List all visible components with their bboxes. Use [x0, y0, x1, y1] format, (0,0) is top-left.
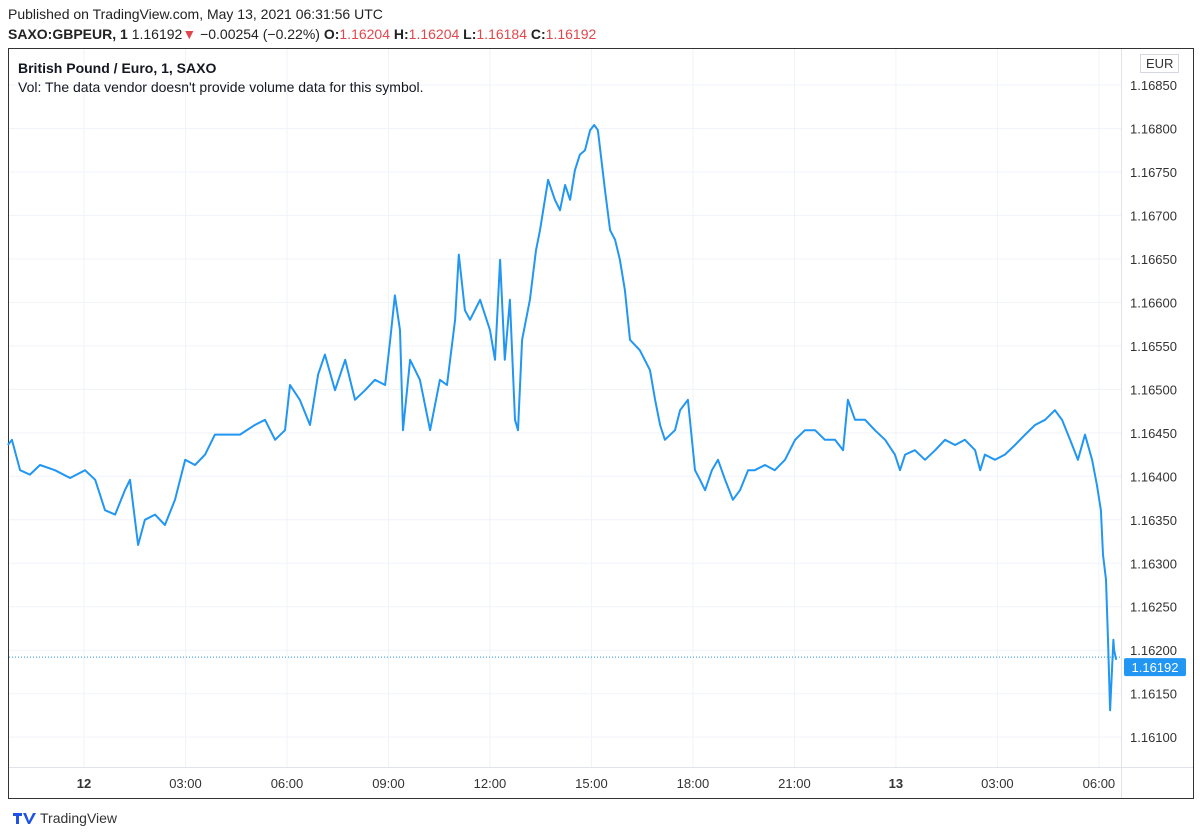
- y-tick-label: 1.16250: [1130, 600, 1177, 615]
- x-tick-label: 12: [77, 776, 91, 791]
- published-info: Published on TradingView.com, May 13, 20…: [8, 6, 383, 22]
- high-value: 1.16204: [408, 26, 460, 42]
- symbol-label: SAXO:GBPEUR, 1: [8, 26, 128, 42]
- legend-volume-note: Vol: The data vendor doesn't provide vol…: [18, 79, 424, 95]
- y-tick-label: 1.16150: [1130, 687, 1177, 702]
- x-tick-label: 06:00: [1083, 776, 1116, 791]
- y-tick-label: 1.16700: [1130, 208, 1177, 223]
- tradingview-logo-icon: [13, 813, 36, 824]
- x-tick-label: 15:00: [575, 776, 608, 791]
- legend-title: British Pound / Euro, 1, SAXO: [18, 60, 217, 76]
- close-value: 1.16192: [545, 26, 597, 42]
- low-value: 1.16184: [476, 26, 527, 42]
- y-tick-label: 1.16500: [1130, 382, 1177, 397]
- low-label: L:: [463, 26, 477, 42]
- x-tick-label: 03:00: [981, 776, 1014, 791]
- chart-frame: [8, 48, 1194, 799]
- footer-brand-label: TradingView: [40, 810, 118, 826]
- last-price-badge: 1.16192: [1124, 658, 1186, 677]
- y-tick-label: 1.16350: [1130, 513, 1177, 528]
- open-value: 1.16204: [339, 26, 390, 42]
- y-tick-label: 1.16300: [1130, 556, 1177, 571]
- y-tick-label: 1.16800: [1130, 121, 1177, 136]
- price-change: −0.00254 (−0.22%): [200, 26, 320, 42]
- last-price-label: 1.16192: [1132, 660, 1179, 675]
- high-label: H:: [393, 26, 409, 42]
- y-tick-label: 1.16550: [1130, 339, 1177, 354]
- y-tick-label: 1.16200: [1130, 643, 1177, 658]
- symbol-quote-bar: SAXO:GBPEUR, 1 1.16192▼ −0.00254 (−0.22%…: [8, 26, 596, 42]
- x-tick-label: 12:00: [474, 776, 507, 791]
- y-tick-label: 1.16400: [1130, 469, 1177, 484]
- x-tick-label: 21:00: [778, 776, 811, 791]
- x-tick-label: 13: [889, 776, 903, 791]
- y-tick-label: 1.16100: [1130, 730, 1177, 745]
- x-tick-label: 06:00: [271, 776, 304, 791]
- x-tick-label: 03:00: [169, 776, 202, 791]
- last-price-badge-bg: [1124, 658, 1186, 677]
- price-series-line: [7, 124, 1118, 712]
- last-price: 1.16192: [131, 26, 183, 42]
- x-tick-label: 18:00: [677, 776, 710, 791]
- down-triangle-icon: ▼: [182, 26, 197, 42]
- y-tick-label: 1.16850: [1130, 78, 1177, 93]
- footer-brand[interactable]: TradingView: [12, 810, 117, 826]
- close-label: C:: [530, 26, 546, 42]
- y-tick-label: 1.16450: [1130, 426, 1177, 441]
- y-tick-label: 1.16650: [1130, 252, 1177, 267]
- y-tick-label: 1.16750: [1130, 165, 1177, 180]
- y-tick-label: 1.16600: [1130, 295, 1177, 310]
- open-label: O:: [323, 26, 340, 42]
- currency-badge[interactable]: EUR: [1140, 54, 1180, 73]
- x-tick-label: 09:00: [372, 776, 405, 791]
